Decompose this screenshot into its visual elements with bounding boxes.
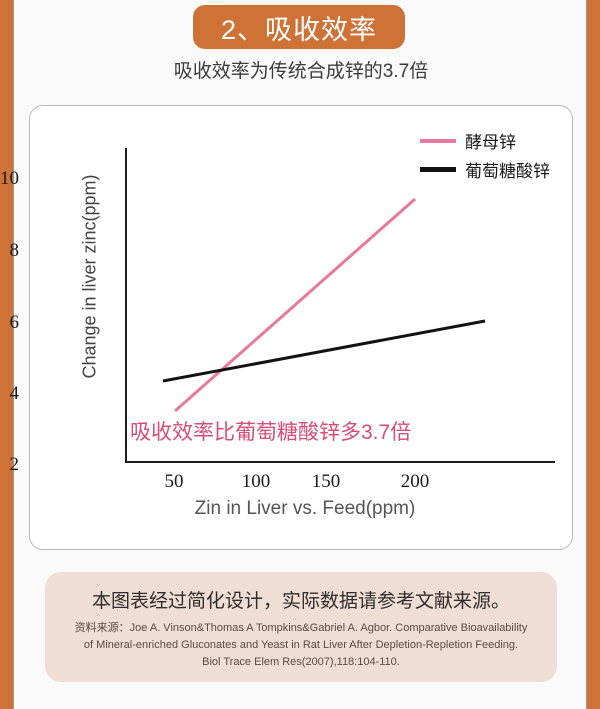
footnote-source-line-2: of Mineral-enriched Gluconates and Yeast… — [83, 639, 519, 652]
x-axis-title: Zin in Liver vs. Feed(ppm) — [194, 498, 416, 519]
y-tick-4: 4 — [9, 383, 20, 404]
legend-swatch-icon-zinc-gluconate — [420, 167, 456, 172]
page-body: 2、吸收效率 吸收效率为传统合成锌的3.7倍 酵母锌 葡萄糖酸锌 10 8 6 … — [0, 0, 587, 709]
series-line-yeast-zinc — [174, 197, 416, 413]
series-line-zinc-gluconate — [162, 319, 486, 383]
x-tick-150: 150 — [311, 471, 341, 492]
legend-label-yeast-zinc: 酵母锌 — [465, 133, 516, 152]
chart-legend: 酵母锌 葡萄糖酸锌 — [420, 128, 550, 182]
legend-item-zinc-gluconate: 葡萄糖酸锌 — [420, 157, 550, 182]
y-tick-8: 8 — [9, 240, 20, 261]
footnote-source-line-1: 资料来源：Joe A. Vinson&Thomas A Tompkins&Gab… — [74, 622, 528, 634]
x-axis-line — [125, 461, 555, 463]
legend-swatch-icon-yeast-zinc — [420, 138, 456, 143]
section-badge: 2、吸收效率 — [193, 5, 405, 49]
section-subtitle: 吸收效率为传统合成锌的3.7倍 — [173, 61, 429, 82]
x-tick-100: 100 — [241, 471, 271, 492]
legend-item-yeast-zinc: 酵母锌 — [420, 128, 550, 153]
x-tick-50: 50 — [164, 471, 184, 492]
y-tick-6: 6 — [9, 312, 20, 333]
x-tick-200: 200 — [400, 471, 430, 492]
section-badge-label: 2、吸收效率 — [220, 14, 378, 45]
footnote-box: 本图表经过简化设计，实际数据请参考文献来源。 资料来源：Joe A. Vinso… — [45, 572, 557, 682]
y-tick-2: 2 — [9, 454, 20, 475]
footnote-main-text: 本图表经过简化设计，实际数据请参考文献来源。 — [91, 591, 510, 612]
chart-plot-area: 酵母锌 葡萄糖酸锌 10 8 6 4 2 50 100 150 200 Chan… — [0, 106, 572, 549]
footnote-source-line-3: Biol Trace Elem Res(2007),118:104-110. — [202, 656, 400, 669]
chart-series-lines — [162, 197, 486, 413]
chart-annotation: 吸收效率比葡萄糖酸锌多3.7倍 — [130, 421, 412, 444]
y-tick-10: 10 — [0, 168, 19, 189]
y-axis-line — [125, 148, 127, 463]
chart-card: 酵母锌 葡萄糖酸锌 10 8 6 4 2 50 100 150 200 Chan… — [0, 105, 573, 550]
legend-label-zinc-gluconate: 葡萄糖酸锌 — [465, 162, 550, 181]
